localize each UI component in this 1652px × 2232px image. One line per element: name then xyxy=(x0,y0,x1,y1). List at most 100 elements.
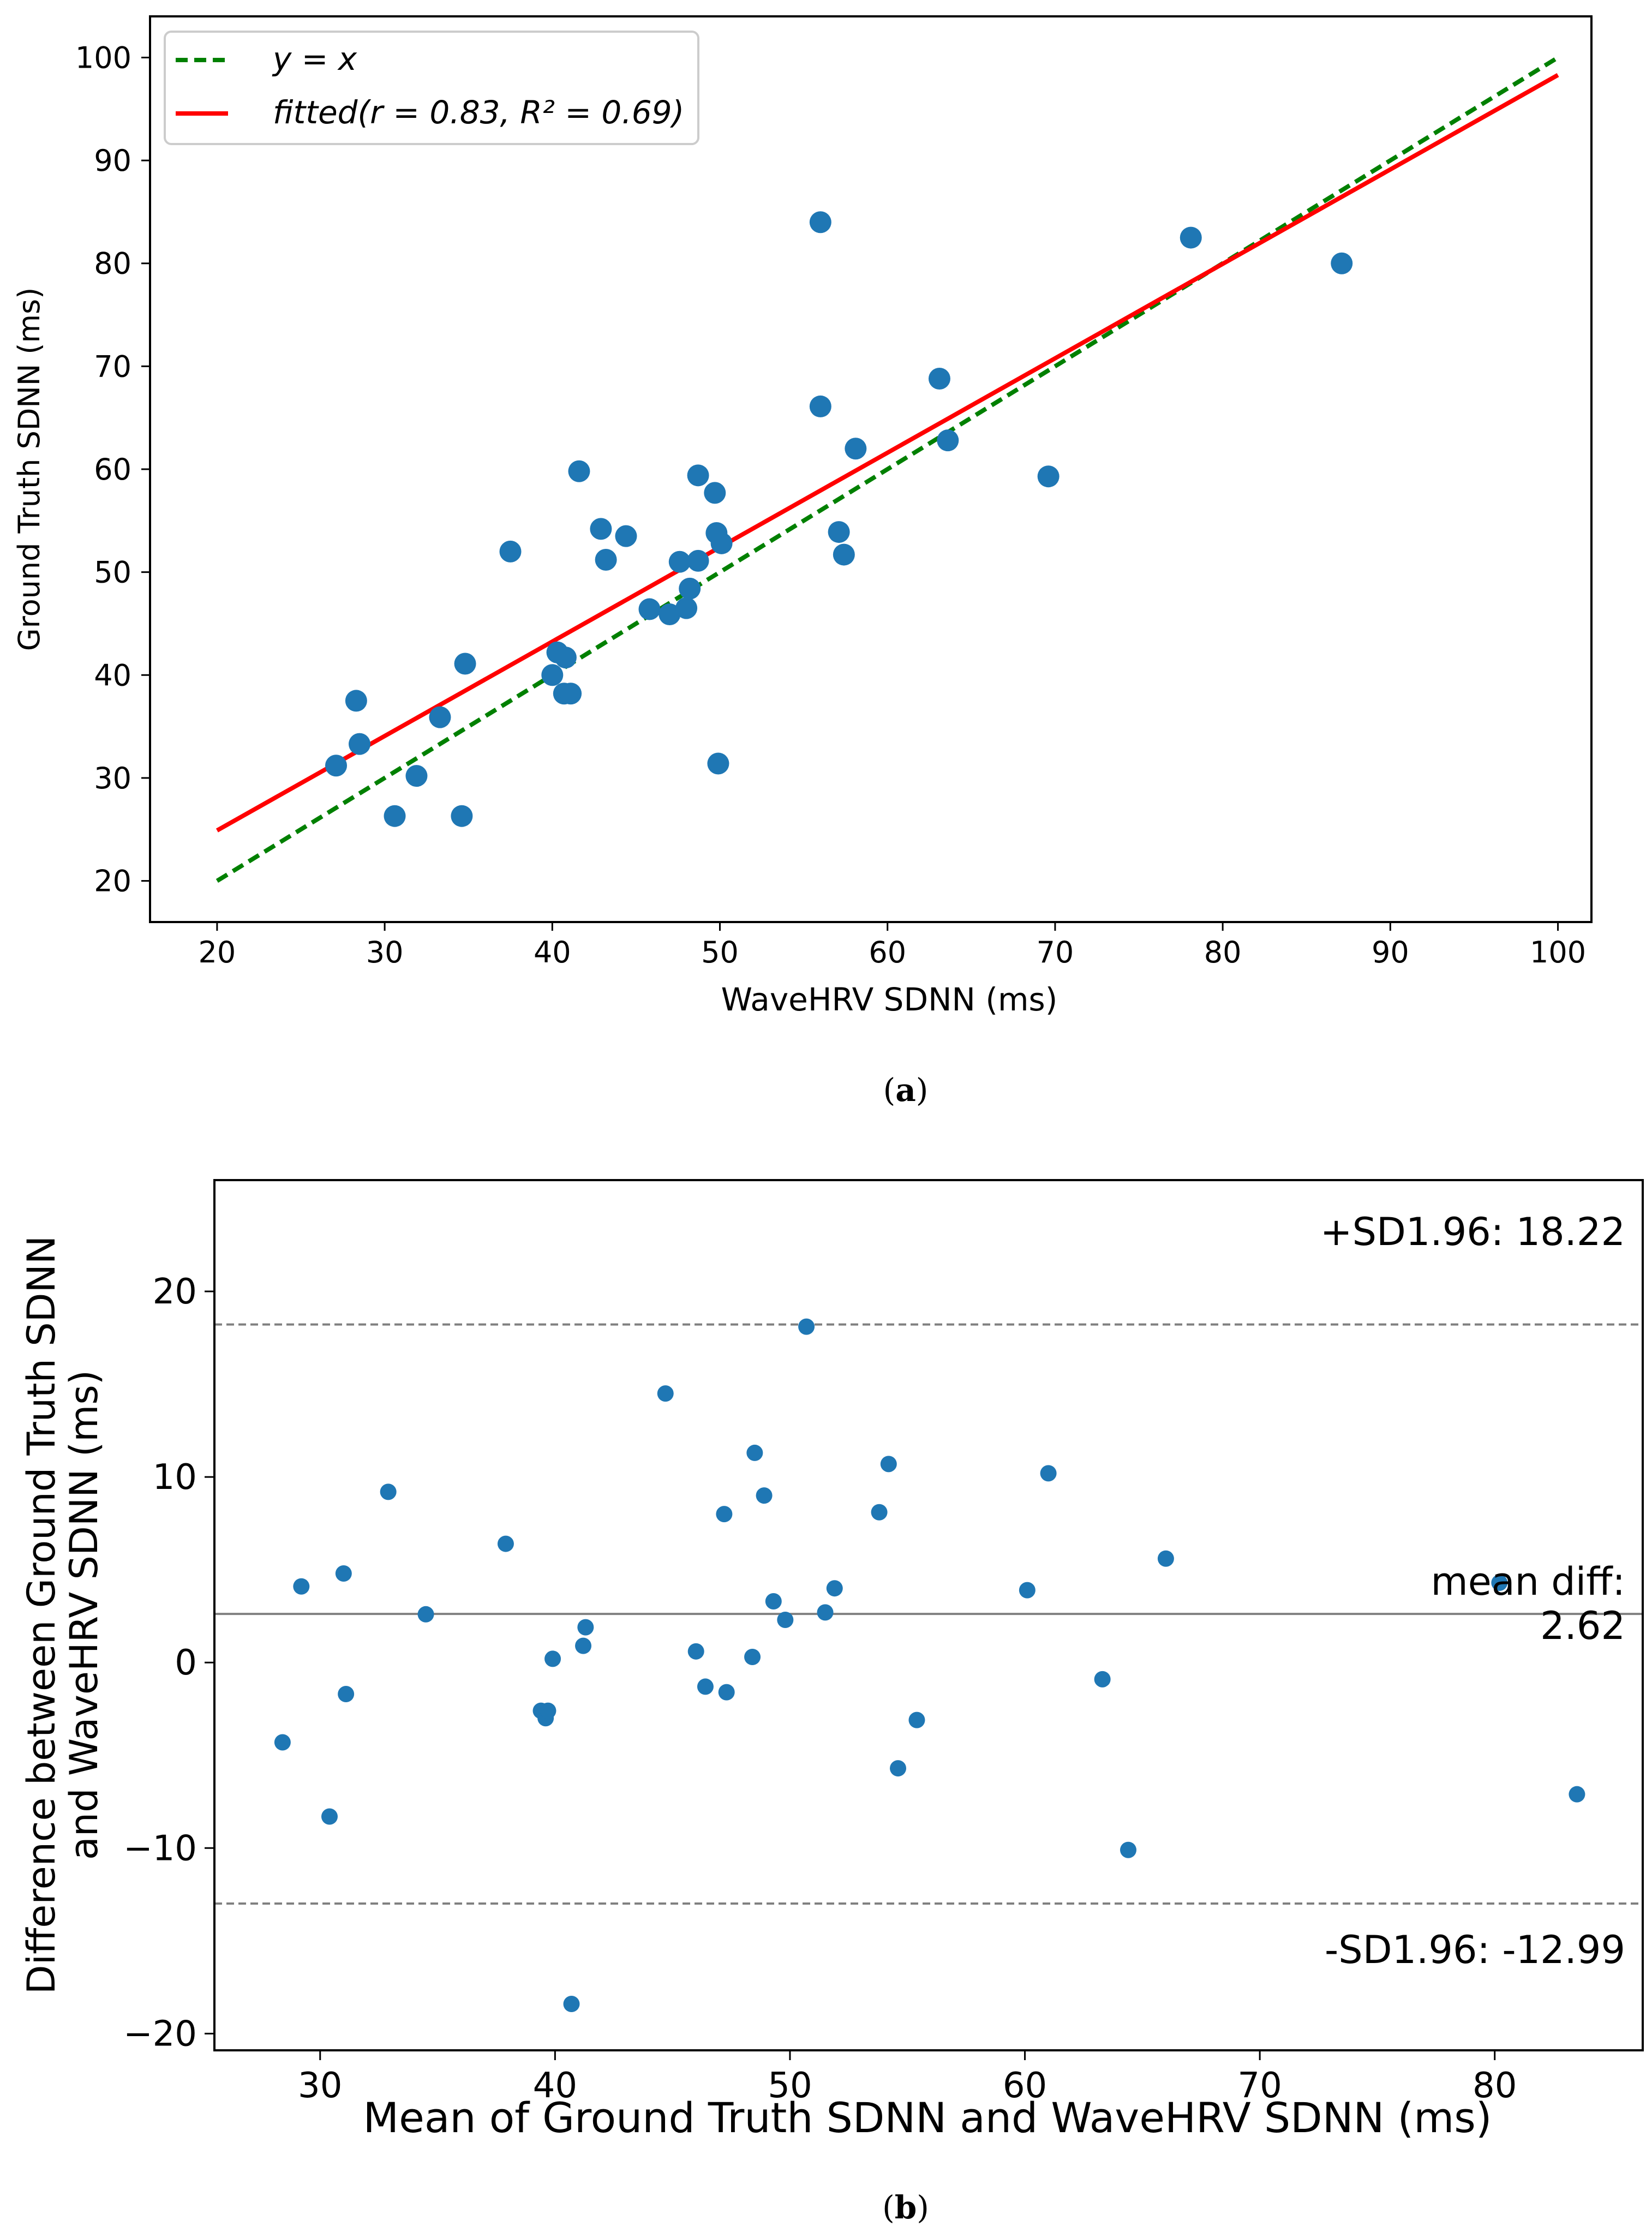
data-point xyxy=(833,543,855,566)
x-tick-label: 60 xyxy=(1003,2066,1047,2106)
data-point xyxy=(746,1444,763,1461)
data-point xyxy=(338,1686,355,1703)
panel-a-x-axis-label: WaveHRV SDNN (ms) xyxy=(721,981,1058,1018)
lower-limit-label: -SD1.96: -12.99 xyxy=(1325,1928,1625,1972)
caption-a-letter: a xyxy=(895,1072,916,1109)
fitted-line xyxy=(216,73,1559,833)
x-tick-label: 80 xyxy=(1473,2066,1517,2106)
x-tick-label: 30 xyxy=(298,2066,342,2106)
y-tick-label: −10 xyxy=(123,1828,197,1869)
panel-b-x-axis-label: Mean of Ground Truth SDNN and WaveHRV SD… xyxy=(363,2093,1492,2142)
data-point xyxy=(826,1580,843,1597)
y-tick-label: 80 xyxy=(94,247,131,281)
y-tick-label: 60 xyxy=(94,452,131,487)
data-point xyxy=(325,755,348,777)
data-point xyxy=(1094,1671,1111,1688)
panel-a-marks xyxy=(216,56,1559,883)
data-point xyxy=(871,1504,888,1521)
data-point xyxy=(345,690,367,712)
data-point xyxy=(765,1593,782,1609)
data-point xyxy=(704,482,726,504)
data-point xyxy=(1157,1550,1174,1567)
data-point xyxy=(1037,465,1060,488)
y-tick-label: −20 xyxy=(123,2014,197,2054)
panel-a-legend: y = x fitted(r = 0.83, R² = 0.69) xyxy=(164,31,699,145)
panel-b-plot-frame xyxy=(213,1179,1644,2051)
data-point xyxy=(817,1604,834,1621)
data-point xyxy=(756,1487,773,1504)
data-point xyxy=(417,1606,434,1623)
data-point xyxy=(798,1318,815,1335)
data-point xyxy=(675,597,698,619)
data-point xyxy=(335,1565,352,1582)
data-point xyxy=(828,521,850,543)
data-point xyxy=(697,1678,714,1695)
data-point xyxy=(541,664,564,686)
panel-b-y-axis-label-line1: Difference between Ground Truth SDNN xyxy=(19,1236,64,1995)
mean-diff-label-line2: 2.62 xyxy=(1540,1603,1625,1648)
data-point xyxy=(744,1649,761,1666)
x-tick-label: 50 xyxy=(768,2066,812,2106)
x-tick-label: 70 xyxy=(1237,2066,1282,2106)
data-point xyxy=(809,395,831,417)
data-point xyxy=(687,549,709,572)
data-point xyxy=(595,549,617,571)
data-point xyxy=(928,368,950,390)
data-point xyxy=(845,438,867,460)
data-point xyxy=(321,1808,338,1825)
data-point xyxy=(1569,1786,1585,1803)
data-point xyxy=(707,752,729,775)
y-tick-label: 70 xyxy=(94,349,131,384)
y-tick-label: 100 xyxy=(75,40,131,75)
data-point xyxy=(880,1456,897,1473)
data-point xyxy=(554,647,577,669)
data-point xyxy=(540,1702,556,1719)
data-point xyxy=(590,518,612,540)
data-point xyxy=(638,598,661,620)
x-tick-label: 50 xyxy=(701,935,739,970)
data-point xyxy=(497,1535,514,1552)
data-point xyxy=(679,577,701,600)
x-tick-label: 80 xyxy=(1204,935,1242,970)
data-point xyxy=(777,1612,794,1629)
data-point xyxy=(568,460,590,482)
data-point xyxy=(577,1619,594,1636)
data-point xyxy=(274,1734,291,1751)
panel-a-plot-frame xyxy=(149,15,1593,923)
x-tick-label: 40 xyxy=(533,2066,577,2106)
x-tick-label: 20 xyxy=(199,935,236,970)
data-point xyxy=(451,805,473,827)
data-point xyxy=(1180,226,1202,249)
data-point xyxy=(1019,1582,1036,1599)
data-point xyxy=(890,1760,907,1777)
data-point xyxy=(668,550,691,573)
y-tick-label: 20 xyxy=(153,1272,197,1312)
data-point xyxy=(908,1712,925,1728)
x-tick-label: 40 xyxy=(534,935,571,970)
y-tick-label: 40 xyxy=(94,658,131,692)
data-point xyxy=(384,805,406,827)
upper-limit-label: +SD1.96: 18.22 xyxy=(1320,1210,1625,1254)
panel-a-scatter: 20 30 40 50 60 70 80 90 100 2030405060708090100 … xyxy=(12,15,1593,1018)
data-point xyxy=(575,1637,592,1654)
data-point xyxy=(657,1385,674,1402)
y-tick-label: 50 xyxy=(94,555,131,590)
data-point xyxy=(405,765,428,787)
data-point xyxy=(1331,252,1353,274)
mean-diff-label-line1: mean diff: xyxy=(1431,1559,1625,1604)
identity-line xyxy=(216,56,1559,883)
panel-b-marks xyxy=(274,1318,1585,2012)
data-point xyxy=(687,464,709,487)
data-point xyxy=(659,603,681,625)
x-tick-label: 60 xyxy=(869,935,906,970)
y-tick-label: 20 xyxy=(94,864,131,899)
data-point xyxy=(380,1483,397,1500)
data-point xyxy=(937,429,959,452)
panel-b-x-ticks: 30 40 50 60 70 80 xyxy=(298,2050,1517,2106)
data-point xyxy=(718,1684,735,1701)
x-tick-label: 30 xyxy=(366,935,404,970)
data-point xyxy=(560,683,582,705)
data-point xyxy=(429,706,451,728)
